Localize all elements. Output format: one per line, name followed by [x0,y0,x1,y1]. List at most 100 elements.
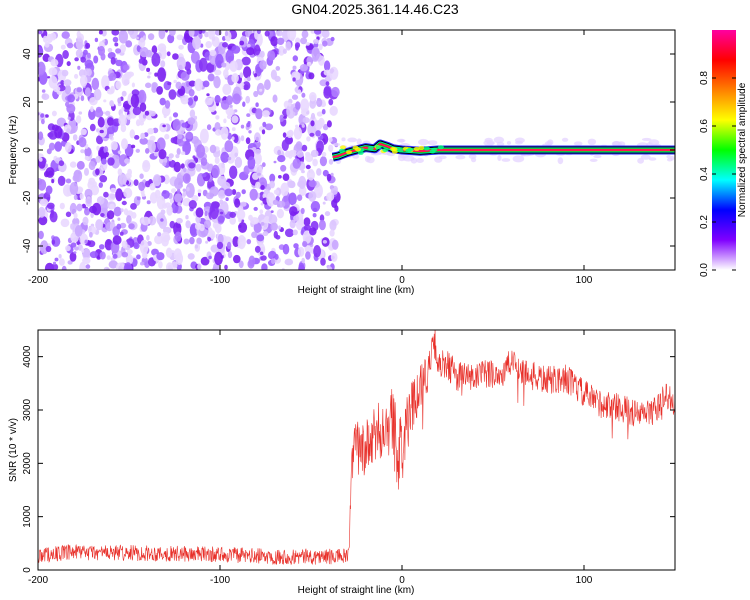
noise-blob [246,47,255,56]
snr-x-label: Height of straight line (km) [298,585,415,596]
noise-blob [65,245,71,252]
noise-blob [123,208,129,216]
noise-blob [105,110,111,116]
noise-blob [147,140,156,154]
noise-blob [126,249,133,255]
noise-blob [145,148,150,154]
noise-blob [319,156,327,167]
noise-blob [330,252,338,262]
noise-blob [180,151,186,156]
noise-blob [38,179,47,191]
noise-blob [289,219,296,229]
signal-knot [418,145,425,150]
noise-blob [223,69,229,78]
noise-blob [181,122,188,128]
noise-blob [323,86,332,99]
noise-blob [246,113,251,117]
colorbar-tick-label: 0.4 [699,167,710,181]
noise-blob [89,231,93,238]
noise-blob [38,131,44,141]
noise-blob [148,215,157,226]
noise-blob [147,128,155,135]
noise-blob [120,113,124,119]
noise-blob [204,31,210,38]
noise-blob [157,43,167,52]
noise-blob [58,258,65,266]
noise-blob [264,79,271,91]
noise-blob [187,253,195,260]
noise-blob [216,241,224,250]
noise-blob [320,257,326,266]
noise-blob [171,261,178,269]
noise-blob [89,123,96,132]
noise-blob [319,214,325,222]
halo-blob [545,141,553,146]
noise-blob [60,44,66,50]
noise-blob [195,163,202,172]
noise-blob [209,203,219,220]
noise-blob [328,144,334,152]
noise-blob [82,248,91,261]
noise-blob [73,212,78,219]
noise-blob [196,144,206,159]
noise-blob [111,30,120,36]
y-tick-label: -40 [22,238,33,253]
noise-blob [109,203,115,210]
halo-blob [512,155,525,163]
noise-blob [276,37,285,45]
noise-blob [310,201,321,212]
noise-blob [227,251,233,259]
noise-blob [163,174,170,185]
noise-blob [282,132,287,138]
noise-blob [288,152,293,159]
noise-blob [121,138,128,150]
noise-blob [127,168,132,176]
noise-blob [321,108,326,115]
noise-blob [64,142,72,153]
noise-blob [139,239,149,255]
noise-blob [75,115,82,124]
noise-blob [244,77,248,82]
noise-blob [308,180,317,188]
noise-blob [135,36,139,40]
noise-blob [306,61,312,67]
noise-blob [134,135,140,140]
noise-blob [164,133,170,140]
noise-blob [248,255,256,267]
noise-blob [301,30,309,39]
noise-blob [112,253,118,259]
noise-blob [260,255,267,261]
noise-blob [277,149,281,156]
noise-blob [282,48,287,54]
noise-blob [81,247,85,253]
noise-blob [247,121,251,124]
noise-blob [83,49,88,55]
noise-blob [49,211,58,223]
noise-blob [164,100,171,109]
noise-blob [271,258,276,265]
noise-blob [255,136,259,142]
noise-blob [326,120,332,128]
noise-blob [80,128,87,135]
halo-blob [506,141,512,145]
noise-blob [331,198,338,209]
noise-blob [297,89,302,94]
noise-blob [239,237,243,242]
signal-knot [407,147,414,152]
noise-blob [120,208,124,213]
noise-blob [298,262,305,270]
noise-blob [103,191,109,198]
noise-blob [172,118,181,131]
noise-blob [47,76,51,79]
noise-blob [259,209,264,215]
noise-blob [130,203,137,210]
noise-blob [273,189,280,195]
noise-blob [89,251,98,259]
noise-blob [262,121,267,128]
noise-blob [256,234,265,242]
noise-blob [75,49,83,58]
x-tick-label: 0 [399,575,405,586]
halo-blob [573,141,583,146]
noise-blob [264,30,270,37]
noise-blob [214,223,222,234]
